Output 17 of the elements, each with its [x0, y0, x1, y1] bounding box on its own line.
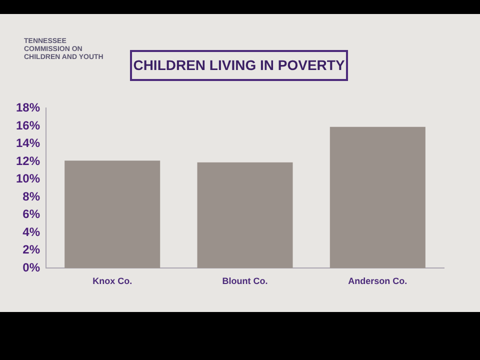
y-tick-label: 2%	[22, 242, 40, 257]
y-tick-label: 0%	[22, 260, 40, 275]
bar	[64, 160, 160, 268]
bar	[330, 126, 426, 268]
x-tick-label: Knox Co.	[92, 276, 132, 286]
y-tick-label: 4%	[22, 224, 40, 239]
y-tick-label: 10%	[16, 172, 40, 186]
x-tick-label: Blount Co.	[222, 276, 268, 286]
y-tick-label: 14%	[16, 136, 40, 150]
chart-title: CHILDREN LIVING IN POVERTY	[130, 50, 348, 81]
x-tick-label: Anderson Co.	[348, 276, 408, 286]
y-tick-label: 6%	[22, 207, 40, 222]
y-tick-label: 12%	[16, 154, 40, 168]
y-tick-label: 8%	[22, 189, 40, 204]
y-tick-label: 18%	[16, 100, 40, 115]
bar	[197, 162, 293, 268]
y-tick-label: 16%	[16, 118, 40, 132]
